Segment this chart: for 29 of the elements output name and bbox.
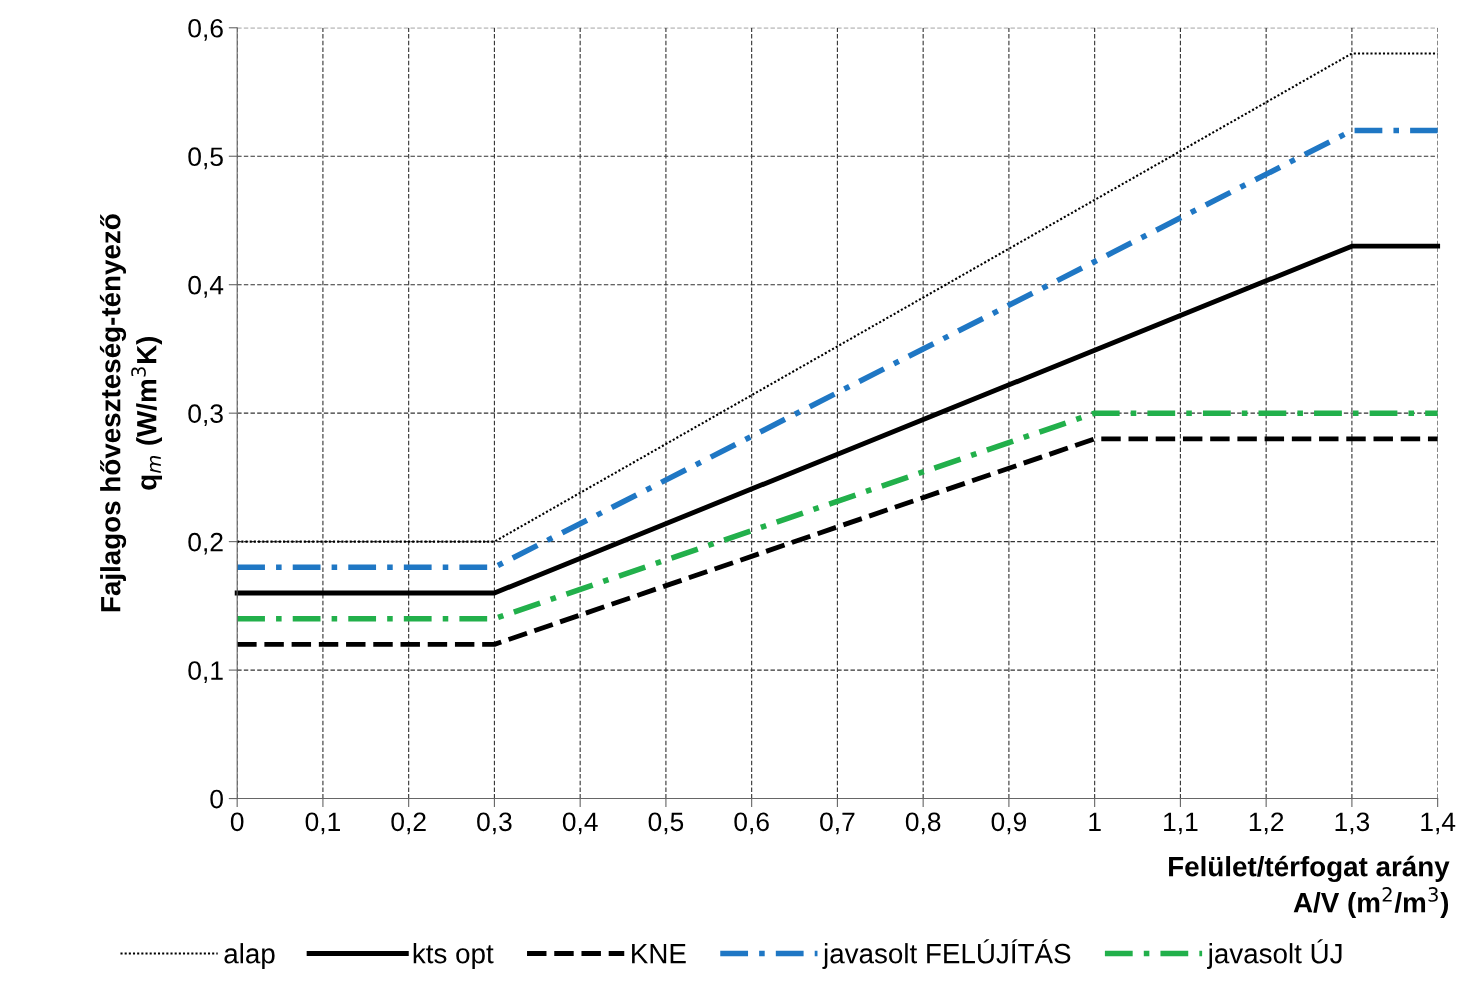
y-tick-label: 0,2 (188, 532, 223, 555)
x-tick-label: 1,2 (1249, 812, 1284, 835)
y-tick-label: 0 (210, 789, 223, 809)
x-tick-label: 1,1 (1164, 812, 1198, 835)
y-tick-label: 0,5 (188, 147, 223, 170)
x-tick-label: 0,6 (734, 812, 769, 835)
y-tick-label: 0,6 (188, 18, 223, 41)
x-tick-label: 0,5 (648, 812, 684, 835)
legend-label: kts opt (413, 943, 494, 969)
y-tick-label: 0,4 (188, 275, 224, 298)
legend-label: javasolt ÚJ (1207, 939, 1342, 969)
x-tick-label: 0,4 (562, 812, 598, 835)
x-tick-label: 0,9 (991, 812, 1026, 835)
x-tick-label: 1,3 (1335, 812, 1370, 835)
legend-label: KNE (632, 944, 686, 964)
y-axis-title: Fajlagos hőveszteség-tényező q$_{m}$ (W/m$^{3}$K) (99, 214, 163, 612)
x-tick-label: 1,4 (1421, 812, 1456, 835)
x-tick-label: 0,8 (905, 812, 941, 835)
x-tick-label: 0,7 (820, 812, 855, 835)
x-tick-label: 0,3 (477, 812, 512, 835)
x-tick-label: 0,1 (305, 812, 340, 835)
x-axis-title: Felület/térfogat arány A/V (m$^{2}$/m$^{3}$) (1169, 855, 1450, 918)
legend-label: alap (224, 943, 275, 969)
x-tick-label: 0 (230, 812, 244, 832)
y-tick-label: 0,3 (188, 404, 223, 427)
y-tick-label: 0,1 (188, 661, 223, 684)
x-tick-label: 1 (1089, 812, 1101, 831)
x-tick-label: 0,2 (391, 812, 426, 835)
legend-label: javasolt FELÚJÍTÁS (822, 939, 1071, 969)
